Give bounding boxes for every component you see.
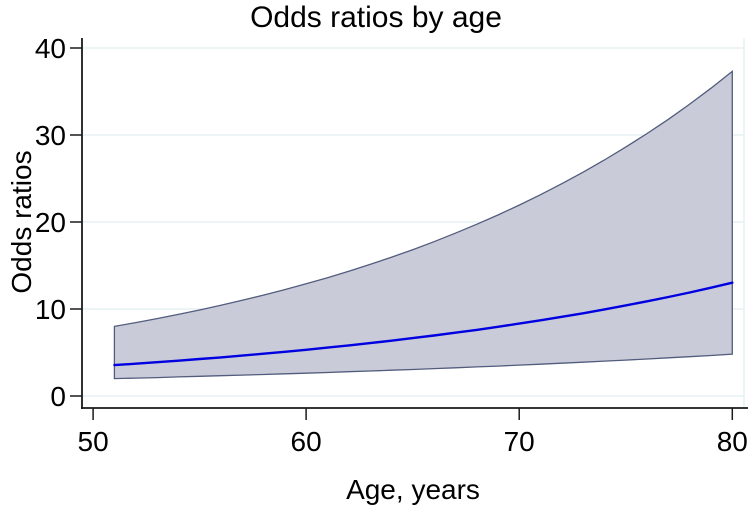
y-tick-label-30: 30 [35,120,66,151]
x-tick-label-70: 70 [504,426,535,457]
chart-title: Odds ratios by age [250,1,502,34]
y-tick-label-20: 20 [35,207,66,238]
odds-ratio-line [113,281,734,367]
y-tick-label-40: 40 [35,33,66,64]
x-tick-label-80: 80 [717,426,748,457]
x-tick-label-50: 50 [78,426,109,457]
confidence-band [113,70,733,380]
y-tick-label-0: 0 [50,381,66,412]
x-tick-label-60: 60 [291,426,322,457]
x-axis-title: Age, years [346,474,480,505]
y-tick-label-10: 10 [35,294,66,325]
